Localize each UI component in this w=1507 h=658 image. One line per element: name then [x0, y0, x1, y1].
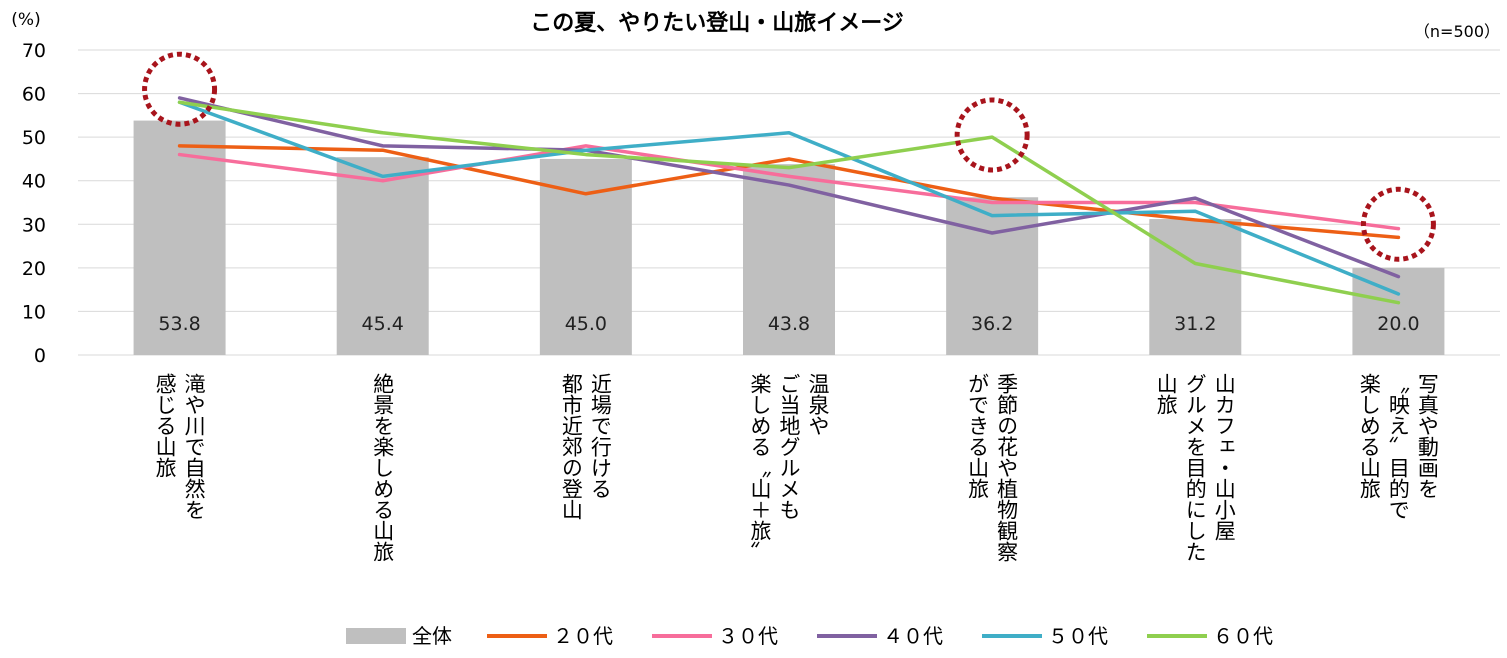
category-label-line: 写真や動画を: [1415, 373, 1439, 499]
category-label-line: 楽しめる山旅: [1357, 373, 1381, 499]
legend-item: ２０代: [487, 624, 613, 648]
bar-value-label: 53.8: [158, 313, 200, 335]
legend-label: ２０代: [553, 624, 613, 648]
category-label-line: グルメを目的にした: [1183, 373, 1207, 562]
bar: [743, 164, 835, 355]
category-label-line: 絶景を楽しめる山旅: [371, 373, 395, 562]
line-series: [177, 96, 1401, 305]
highlight-circle: [1360, 186, 1436, 262]
chart-title: この夏、やりたい登山・山旅イメージ: [530, 10, 904, 36]
legend-item: ５０代: [982, 624, 1108, 648]
y-tick-label: 30: [22, 214, 46, 236]
bar-value-label: 20.0: [1377, 313, 1419, 335]
category-label-line: 滝や川で自然を: [182, 373, 206, 520]
bar-value-label: 36.2: [971, 313, 1013, 335]
bar-value-label: 45.0: [565, 313, 607, 335]
category-label-line: 近場で行ける: [588, 373, 612, 499]
bar-value-labels: 53.8 45.4 45.0 43.8 36.2 31.2 20.0: [158, 313, 1419, 335]
series-line: [177, 100, 1401, 305]
series-line: [177, 96, 1401, 279]
category-label-line: 温泉や: [806, 373, 830, 436]
highlight-circle: [954, 97, 1030, 173]
category-label: 絶景を楽しめる山旅: [371, 373, 395, 562]
category-label-line: 〝映え〟目的で: [1386, 373, 1410, 520]
category-label-line: 山旅: [1154, 373, 1178, 415]
y-unit-label: (%): [11, 10, 40, 30]
sample-size-note: （n=500）: [1414, 22, 1500, 41]
y-tick-label: 50: [22, 127, 46, 149]
y-tick-label: 70: [22, 40, 46, 62]
legend-label: ６０代: [1213, 624, 1273, 648]
category-label-line: 感じる山旅: [153, 373, 177, 478]
series-line: [177, 100, 1401, 296]
category-label-line: 山カフェ・山小屋: [1212, 373, 1236, 541]
category-label-line: 楽しめる〝山＋旅〟: [748, 373, 772, 562]
legend-item: 全体: [346, 624, 452, 648]
bar: [1149, 219, 1242, 355]
legend-item: ６０代: [1147, 624, 1273, 648]
y-tick-label: 20: [22, 258, 46, 280]
legend-item: ３０代: [652, 624, 778, 648]
category-label-line: 季節の花や植物観察: [995, 373, 1019, 562]
y-axis-ticks: 0 10 20 30 40 50 60 70: [22, 40, 46, 367]
bar: [946, 197, 1039, 355]
legend-label: ４０代: [883, 624, 943, 648]
legend: 全体 ２０代 ３０代 ４０代 ５０代 ６０代: [346, 624, 1273, 648]
legend-label: ３０代: [718, 624, 778, 648]
y-tick-label: 0: [34, 345, 46, 367]
legend-label: 全体: [412, 624, 452, 648]
legend-swatch: [346, 628, 406, 644]
category-label-line: 都市近郊の登山: [559, 373, 583, 520]
bar: [539, 158, 632, 355]
legend-label: ５０代: [1048, 624, 1108, 648]
highlight-circle: [142, 51, 218, 127]
y-tick-label: 60: [22, 84, 46, 106]
y-tick-label: 10: [22, 301, 46, 323]
bar-value-label: 43.8: [768, 313, 810, 335]
y-tick-label: 40: [22, 171, 46, 193]
series-line: [177, 144, 1401, 240]
highlight-circles: [142, 51, 1436, 262]
bar-value-label: 31.2: [1174, 313, 1216, 335]
series-line: [177, 144, 1401, 231]
category-label-line: ができる山旅: [966, 373, 990, 499]
category-label-line: ご当地グルメも: [777, 373, 801, 520]
bar-value-label: 45.4: [362, 313, 404, 335]
bar: [336, 157, 429, 355]
legend-item: ４０代: [817, 624, 943, 648]
